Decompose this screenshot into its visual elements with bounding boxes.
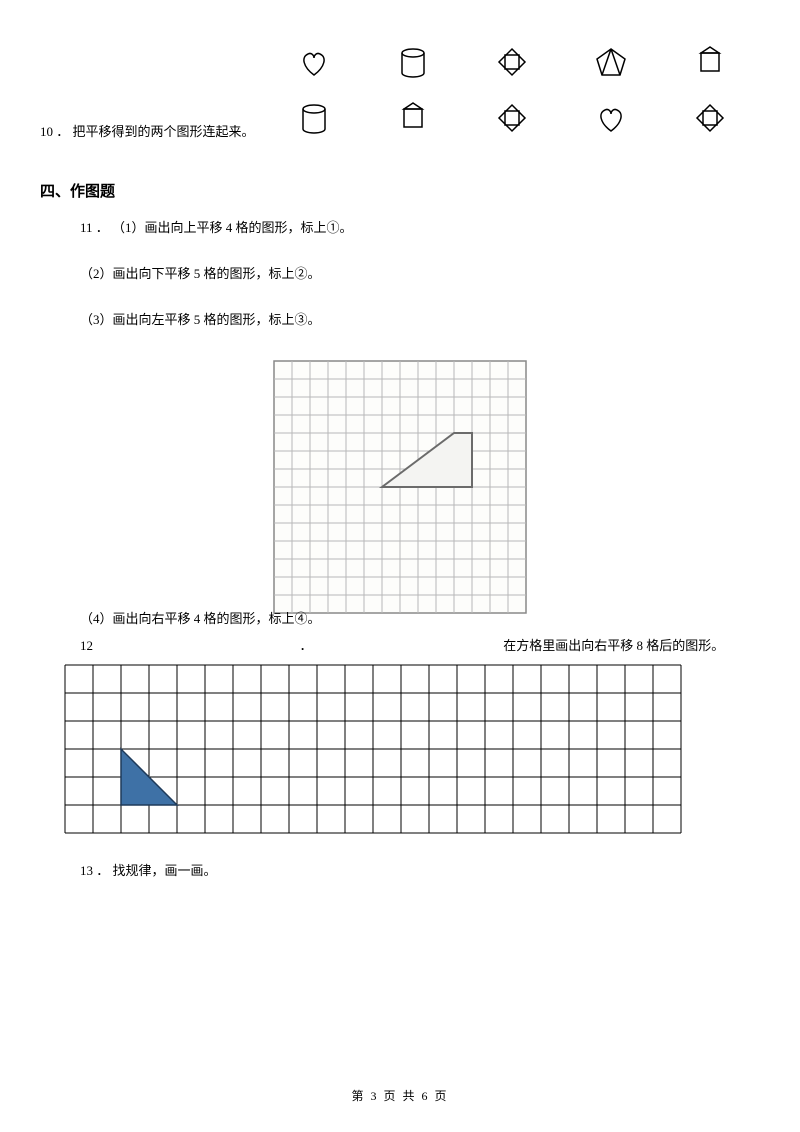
square-flag-icon [392,99,434,141]
question-11-p3: （3）画出向左平移 5 格的图形，标上③。 [80,311,760,329]
diamond-sq-icon [689,99,731,141]
q13-text: 找规律，画一画。 [113,863,217,878]
icon-cell [383,40,443,88]
question-11-p1: 11 ． （1）画出向上平移 4 格的图形，标上①。 [80,219,760,237]
q11-grid-svg [271,358,529,616]
question-10: 10 ． 把平移得到的两个图形连起来。 [40,40,760,152]
cylinder-icon [293,99,335,141]
q12-grid-figure [64,664,760,834]
icon-cell [482,40,542,88]
q10-dot: ． [56,124,69,139]
q12-grid-svg [64,664,682,834]
q10-icon-row-2 [265,96,760,144]
q10-number: 10 [40,124,53,139]
heart-icon [590,99,632,141]
section-4-title: 四、作图题 [40,180,760,201]
q11-number: 11 [80,220,93,235]
diamond-sq-icon [491,99,533,141]
icon-cell [581,40,641,88]
icon-cell [383,96,443,144]
q10-icon-row-1 [265,40,760,88]
question-11-p2: （2）画出向下平移 5 格的图形，标上②。 [80,265,760,283]
icon-cell [680,96,740,144]
heart-icon [293,43,335,85]
q13-number: 13 [80,863,93,878]
q10-icon-grid [265,40,760,152]
q11-p1-text: （1）画出向上平移 4 格的图形，标上①。 [112,220,353,235]
icon-cell [581,96,641,144]
q11-dot: ． [96,220,109,235]
pentagon-fold-icon [590,43,632,85]
square-flag-icon [689,43,731,85]
icon-cell [284,96,344,144]
cylinder-icon [392,43,434,85]
diamond-sq-icon [491,43,533,85]
icon-cell [284,40,344,88]
question-13: 13 ． 找规律，画一画。 [80,862,760,880]
q10-text: 10 ． 把平移得到的两个图形连起来。 [40,121,265,152]
q13-dot: ． [96,863,109,878]
q11-grid-figure [40,358,760,616]
q12-dot: ． [300,638,313,653]
page: 10 ． 把平移得到的两个图形连起来。 四、作图题 11 ． （1）画出向上平移… [0,0,800,1132]
icon-cell [680,40,740,88]
page-footer: 第 3 页 共 6 页 [0,1087,800,1104]
q12-text: 在方格里画出向右平移 8 格后的图形。 [503,638,724,653]
q12-number: 12 [80,638,93,653]
q10-body: 把平移得到的两个图形连起来。 [73,124,255,139]
icon-cell [482,96,542,144]
question-12: 12 ． 在方格里画出向右平移 8 格后的图形。 [80,635,760,654]
